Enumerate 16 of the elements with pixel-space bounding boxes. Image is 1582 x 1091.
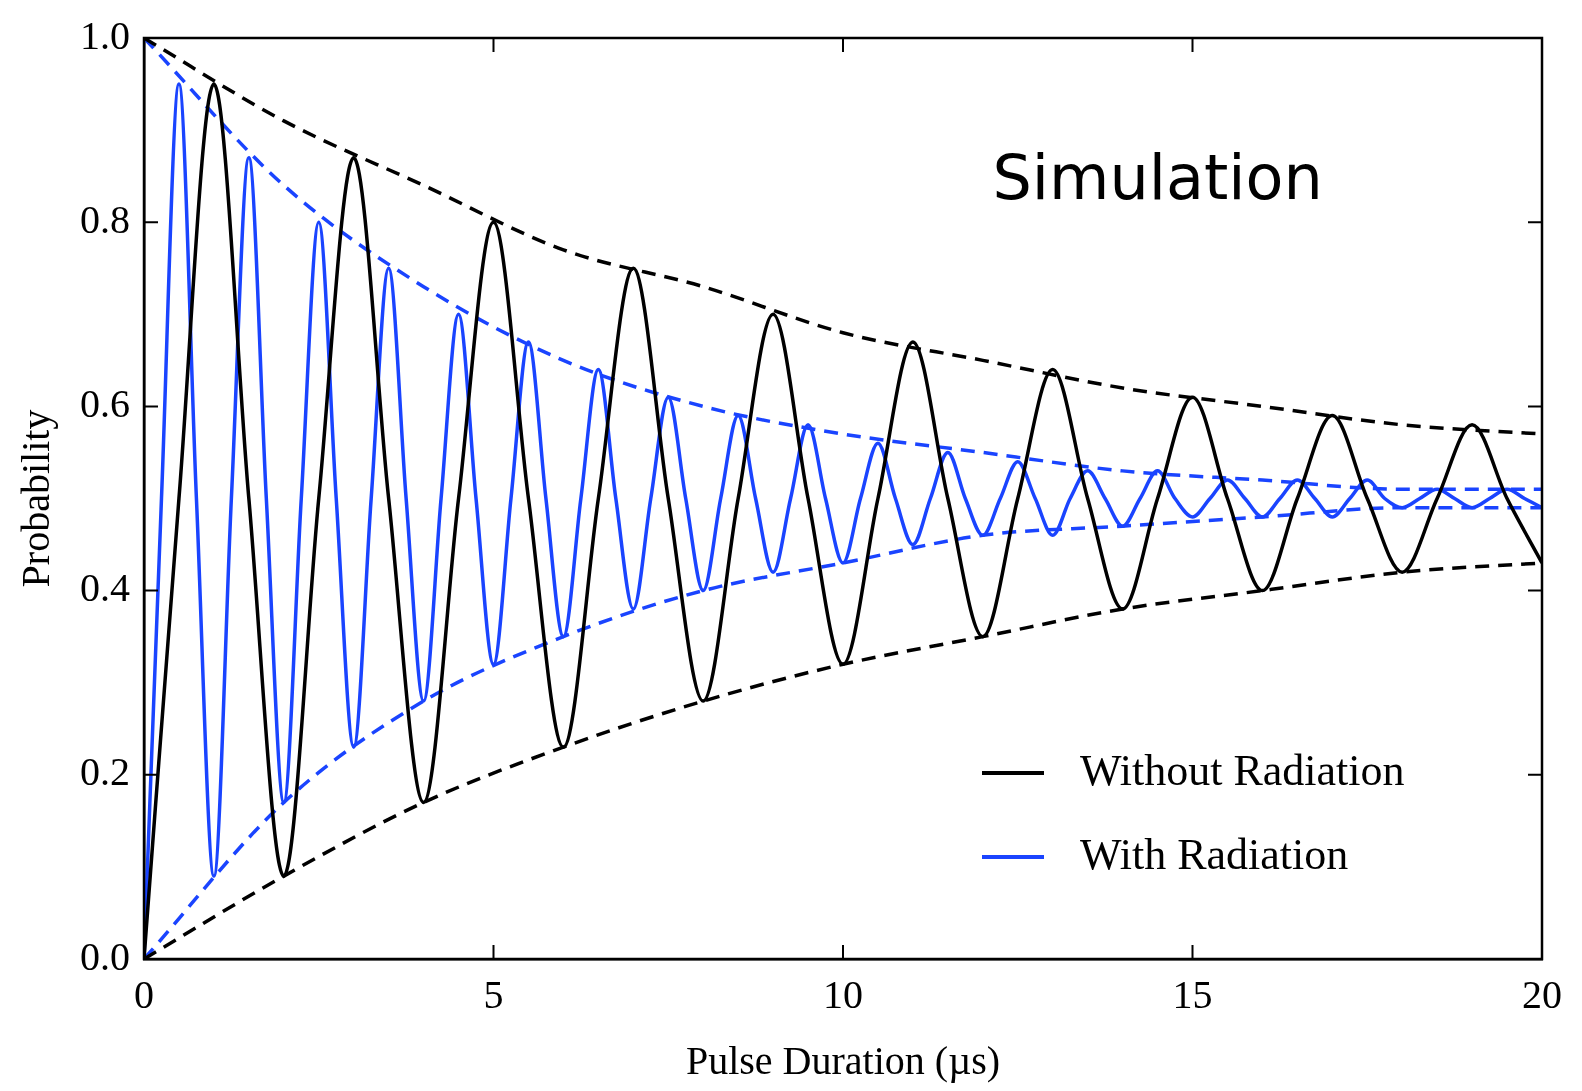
y-tick-label: 0.4 xyxy=(80,565,130,611)
x-tick-label: 20 xyxy=(1522,971,1562,1017)
annotation: Simulation xyxy=(992,141,1323,215)
x-tick-label: 10 xyxy=(823,971,863,1017)
x-tick-label: 0 xyxy=(134,971,154,1017)
y-tick-label: 0.8 xyxy=(80,196,130,242)
x-tick-label: 15 xyxy=(1172,971,1213,1017)
y-axis-title: Probability xyxy=(12,409,58,588)
y-tick-label: 0.0 xyxy=(80,933,130,979)
x-tick-label: 5 xyxy=(483,971,504,1017)
y-tick-label: 1.0 xyxy=(80,12,130,58)
y-tick-label: 0.6 xyxy=(80,380,130,426)
legend-label: Without Radiation xyxy=(1080,745,1405,795)
y-tick-label: 0.2 xyxy=(80,749,130,795)
x-axis-title: Pulse Duration (µs) xyxy=(685,1037,1001,1083)
legend-label: With Radiation xyxy=(1080,829,1349,879)
